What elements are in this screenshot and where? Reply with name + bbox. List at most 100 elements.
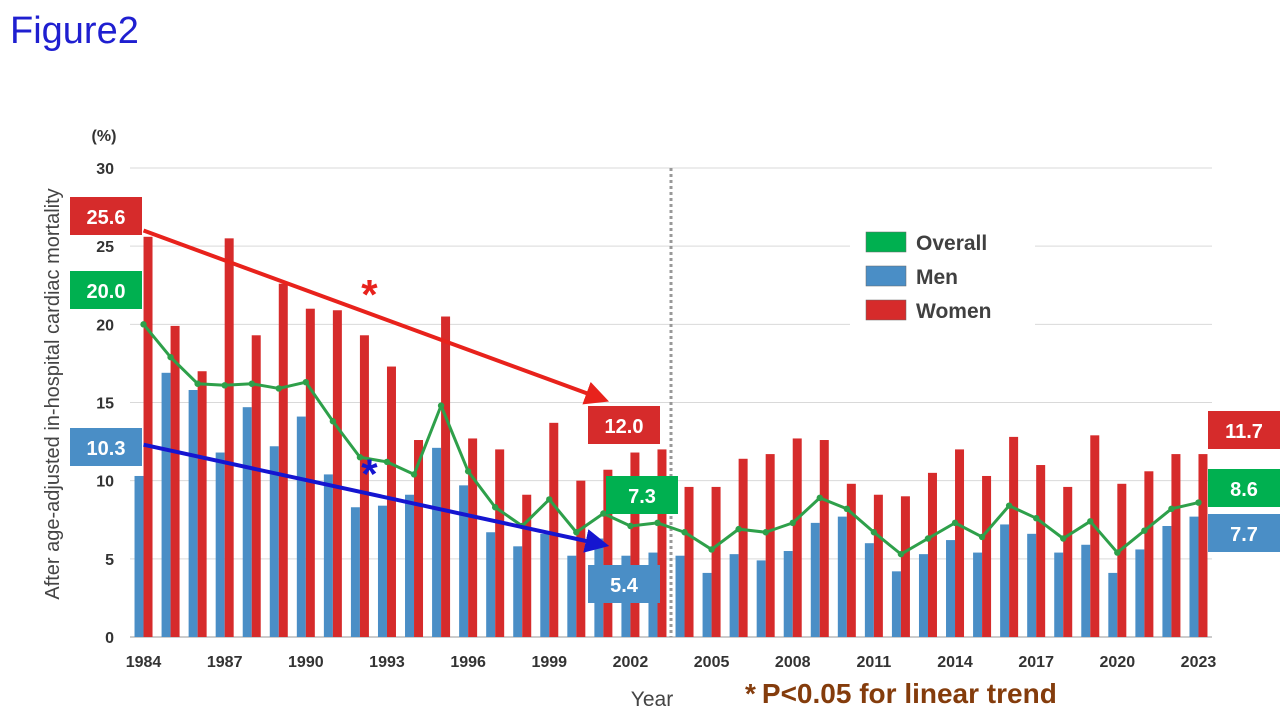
callout-box-overall xyxy=(70,271,142,309)
bar-women xyxy=(495,449,505,637)
legend: Overall Men Women xyxy=(850,226,1035,332)
legend-label-men: Men xyxy=(916,266,958,289)
bar-men xyxy=(1135,549,1145,637)
bar-men xyxy=(567,555,577,637)
overall-point xyxy=(789,519,796,527)
bar-women xyxy=(982,475,992,637)
y-tick-label: 5 xyxy=(105,552,114,569)
callout-value-men: 10.3 xyxy=(87,438,126,460)
bar-women xyxy=(630,452,640,637)
callout-box-women xyxy=(70,197,142,235)
bar-men xyxy=(973,552,983,637)
overall-point xyxy=(870,529,878,536)
bar-men xyxy=(134,475,144,637)
bar-women xyxy=(1117,483,1127,637)
callout-value-men: 7.7 xyxy=(1230,524,1258,546)
bar-men xyxy=(756,560,766,637)
overall-point xyxy=(383,458,391,466)
bar-men xyxy=(242,407,252,637)
overall-point xyxy=(1141,527,1148,534)
bar-women xyxy=(414,440,424,637)
overall-point xyxy=(735,525,742,533)
callout-box-women xyxy=(1208,411,1280,449)
overall-point xyxy=(221,382,228,389)
callout-value-women: 12.0 xyxy=(605,416,644,438)
bar-men xyxy=(729,554,739,637)
overall-point xyxy=(627,522,634,530)
bar-men xyxy=(377,505,387,637)
trend-arrows: ** xyxy=(142,228,610,553)
bar-women xyxy=(846,483,856,637)
callout-value-overall: 8.6 xyxy=(1230,479,1258,501)
bar-women xyxy=(197,371,207,637)
y-tick-label: 25 xyxy=(96,239,114,256)
overall-point xyxy=(464,468,472,475)
bar-women xyxy=(1090,435,1100,637)
bar-women xyxy=(522,494,532,637)
bar-women xyxy=(1009,436,1019,637)
x-tick-label: 1999 xyxy=(531,654,567,671)
y-axis-unit: (%) xyxy=(92,128,117,145)
overall-point xyxy=(437,402,445,409)
y-tick-label: 30 xyxy=(96,161,114,178)
bar-men xyxy=(269,446,279,637)
legend-swatch-women xyxy=(865,299,907,321)
bar-women xyxy=(684,486,694,637)
overall-point xyxy=(600,510,607,517)
callout-box-overall xyxy=(606,476,678,514)
overall-point xyxy=(762,529,769,536)
overall-point xyxy=(1168,505,1175,513)
bar-women xyxy=(603,469,613,637)
bar-men xyxy=(540,533,550,637)
overall-point xyxy=(167,353,174,361)
bar-women xyxy=(1144,471,1154,637)
bar-women xyxy=(738,458,748,637)
significance-note: * P<0.05 for linear trend xyxy=(745,678,1057,709)
callout-box-men xyxy=(588,565,660,603)
overall-point xyxy=(410,471,418,478)
bar-men xyxy=(837,516,847,637)
bar-women xyxy=(332,310,342,637)
overall-point xyxy=(1195,499,1202,506)
bar-women xyxy=(441,316,451,637)
bar-women xyxy=(549,422,559,637)
bar-men xyxy=(459,485,469,637)
callout-box-overall xyxy=(1208,469,1280,507)
overall-point xyxy=(275,385,282,392)
overall-point xyxy=(194,380,201,387)
x-tick-label: 2014 xyxy=(937,654,973,671)
bar-men xyxy=(188,389,198,637)
bar-women xyxy=(819,440,829,637)
note-text: P<0.05 for linear trend xyxy=(762,678,1057,709)
y-tick-label: 10 xyxy=(96,474,114,491)
callout-box-women xyxy=(588,406,660,444)
bar-men xyxy=(350,507,360,637)
bar-men xyxy=(864,543,874,637)
legend-label-overall: Overall xyxy=(916,232,987,255)
overall-point xyxy=(708,546,715,553)
legend-swatch-overall xyxy=(865,231,907,253)
overall-point xyxy=(302,378,310,386)
bar-men xyxy=(486,532,496,637)
bar-men xyxy=(432,447,442,637)
overall-point xyxy=(140,321,147,328)
bar-men xyxy=(702,572,712,637)
y-axis-ticks: 0 5 10 15 20 25 30 xyxy=(96,161,114,647)
bar-women xyxy=(468,438,478,637)
overall-point xyxy=(1087,518,1094,525)
bar-men xyxy=(1189,516,1199,637)
x-tick-label: 2011 xyxy=(857,654,892,671)
bars xyxy=(134,236,1208,637)
y-tick-label: 0 xyxy=(105,630,114,647)
bar-women xyxy=(143,236,153,637)
overall-point xyxy=(951,519,959,527)
bar-men xyxy=(1081,544,1091,637)
x-tick-label: 1993 xyxy=(369,654,405,671)
x-tick-label: 2023 xyxy=(1181,654,1217,671)
figure-title: Figure2 xyxy=(10,10,139,52)
bar-women xyxy=(386,366,396,637)
bar-women xyxy=(657,449,667,637)
trend-arrow-men xyxy=(143,442,610,553)
overall-point xyxy=(1114,549,1121,556)
bar-women xyxy=(900,496,910,637)
